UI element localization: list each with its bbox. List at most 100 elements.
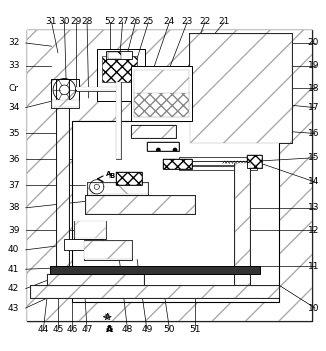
Bar [87,182,148,195]
Text: 32: 32 [8,39,19,47]
Text: 28: 28 [82,18,93,26]
Bar [27,30,312,321]
Text: 45: 45 [52,325,64,333]
Text: 14: 14 [308,178,319,186]
Bar [134,71,189,93]
Bar [85,195,195,214]
Text: 11: 11 [307,261,319,271]
Text: 25: 25 [143,18,154,26]
Text: ↑: ↑ [106,173,112,179]
Bar [72,120,279,302]
Text: 31: 31 [46,18,57,26]
Bar [76,87,118,91]
Text: 23: 23 [182,18,193,26]
Bar [235,163,250,285]
Bar [76,87,117,91]
Bar [27,30,312,321]
Bar [97,49,145,101]
Bar [163,159,192,169]
Bar [56,79,69,279]
Bar [52,100,79,107]
Text: 21: 21 [219,18,230,26]
Bar [147,141,179,151]
Text: 41: 41 [8,265,19,274]
Text: 43: 43 [8,304,19,312]
Bar [57,79,68,279]
Bar [102,56,137,82]
Bar [73,121,279,301]
Bar [86,196,195,214]
Text: 42: 42 [8,284,19,293]
Bar [116,172,142,185]
Text: 26: 26 [130,18,141,26]
Bar [147,141,179,151]
Bar [50,266,260,274]
Bar [163,159,192,169]
Bar [247,155,261,168]
Bar [179,157,257,161]
Bar [179,161,257,165]
Text: 24: 24 [164,18,175,26]
Bar [189,34,292,143]
Text: 35: 35 [8,129,20,138]
Text: 18: 18 [307,84,319,93]
Text: 27: 27 [117,18,128,26]
Text: 20: 20 [308,39,319,47]
Bar [52,79,79,101]
Text: 15: 15 [307,153,319,162]
Bar [116,82,121,159]
Text: 52: 52 [104,18,115,26]
Bar [108,52,121,59]
Bar [88,183,148,194]
Bar [52,100,79,108]
Bar [131,125,176,138]
Text: 10: 10 [307,304,319,312]
Bar [189,33,292,143]
Text: B: B [110,173,115,179]
Text: 16: 16 [307,129,319,138]
Text: 19: 19 [307,61,319,70]
Text: 36: 36 [8,155,20,164]
Bar [30,285,279,298]
Bar [65,239,103,250]
Text: A: A [106,325,113,333]
Text: 49: 49 [141,325,153,333]
Bar [116,82,121,159]
Text: 44: 44 [38,325,49,333]
Bar [31,286,279,298]
Bar [134,92,189,117]
Bar [116,172,142,185]
Text: 13: 13 [307,203,319,212]
Text: 22: 22 [200,18,211,26]
Text: 29: 29 [70,18,82,26]
Text: 37: 37 [8,181,20,190]
Bar [84,241,132,259]
Text: 48: 48 [122,325,133,333]
Text: 34: 34 [8,103,19,112]
Bar [131,66,192,120]
Text: 40: 40 [8,245,19,254]
Text: A: A [104,313,110,322]
Text: 17: 17 [307,103,319,112]
Text: 50: 50 [164,325,175,333]
Bar [179,166,257,170]
Bar [47,274,144,287]
Bar [74,221,106,239]
Text: 30: 30 [59,18,70,26]
Text: Cr: Cr [9,84,19,93]
Bar [75,221,106,238]
Text: A: A [106,171,112,177]
Bar [247,155,261,168]
Bar [47,274,144,287]
Text: 51: 51 [190,325,201,333]
Text: 47: 47 [82,325,93,333]
Text: 38: 38 [8,203,20,212]
Bar [84,240,132,259]
Text: 33: 33 [8,61,20,70]
Bar [234,163,250,285]
Text: 12: 12 [308,226,319,235]
Text: 46: 46 [67,325,78,333]
Text: 39: 39 [8,226,20,235]
Bar [106,51,132,59]
Bar [131,125,176,138]
